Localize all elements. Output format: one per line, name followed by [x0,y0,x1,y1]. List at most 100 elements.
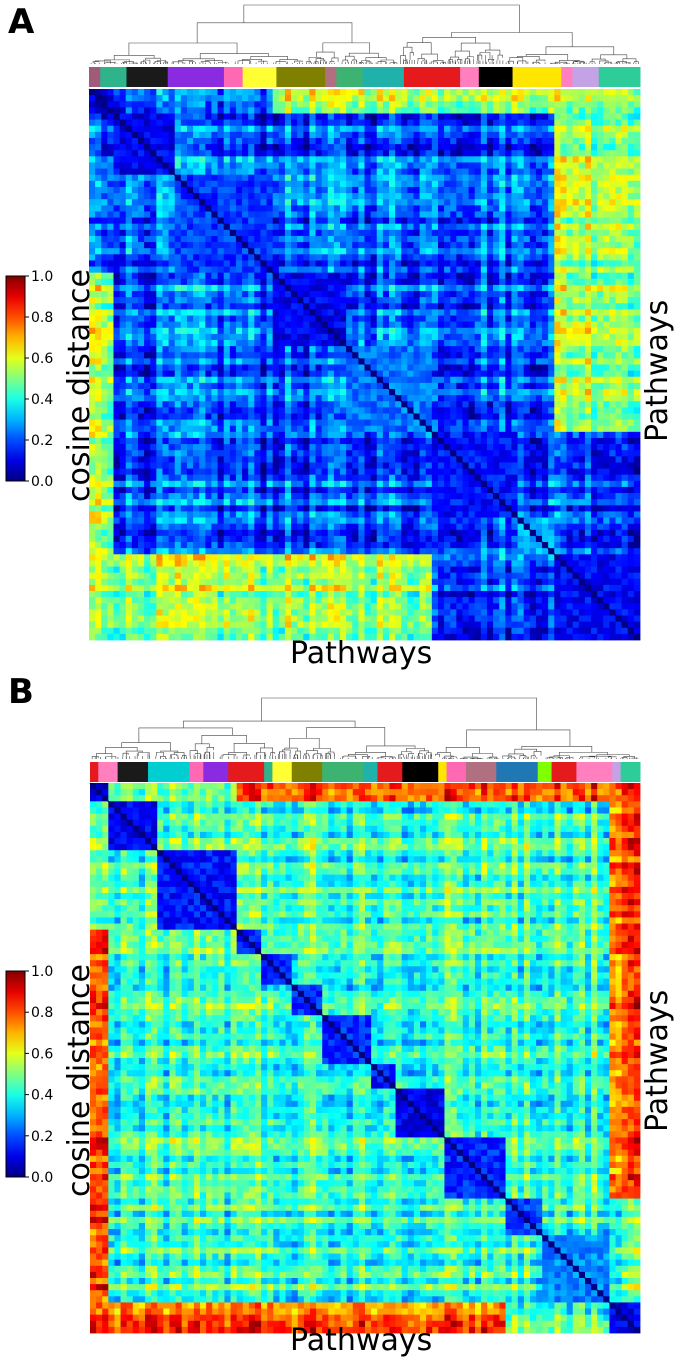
heatmap-cell [327,388,335,396]
heatmap-cell [566,119,574,127]
heatmap-cell [505,284,512,292]
heatmap-cell [113,395,121,402]
heatmap-cell [309,150,316,157]
heatmap-cell [578,150,586,157]
heatmap-cell [205,144,212,151]
heatmap-cell [137,327,145,335]
heatmap-cell [162,119,169,127]
heatmap-cell [119,388,127,396]
heatmap-cell [266,315,274,323]
heatmap-cell [137,388,145,396]
heatmap-cell [535,205,543,212]
heatmap-cell [242,260,249,267]
heatmap-cell [95,260,102,267]
heatmap-cell [180,346,188,353]
heatmap-cell [95,180,102,188]
heatmap-cell [621,315,629,323]
heatmap-cell [89,101,96,108]
heatmap-cell [523,248,531,255]
heatmap-cells [89,89,641,641]
heatmap-cell [462,193,469,200]
heatmap-cell [493,327,500,335]
heatmap-cell [150,260,157,267]
cluster-color-segment [336,67,364,87]
heatmap-cell [505,364,512,372]
heatmap-cell [327,291,335,298]
heatmap-cell [205,156,212,163]
heatmap-cell [248,95,255,102]
heatmap-cell [272,199,280,206]
heatmap-cell [603,272,610,280]
heatmap-cell [633,278,641,286]
heatmap-cell [180,217,188,225]
heatmap-cell [278,144,286,151]
heatmap-cell [554,272,561,280]
heatmap-cell [431,174,439,182]
heatmap-cell [633,168,641,176]
heatmap-cell [566,162,574,169]
heatmap-cell [633,266,641,274]
heatmap-cell [505,254,512,261]
heatmap-cell [462,315,469,323]
heatmap-cell [627,95,635,102]
heatmap-cell [364,376,372,384]
heatmap-cell [615,395,623,402]
heatmap-cell [327,180,335,188]
heatmap-cell [291,278,298,286]
heatmap-cell [107,388,114,396]
heatmap-cell [401,217,408,225]
dendrogram-link [217,62,228,64]
heatmap-cell [566,297,574,304]
heatmap-cell [505,107,512,114]
heatmap-cell [168,315,176,323]
heatmap-cell [444,321,451,329]
heatmap-cell [180,101,188,108]
heatmap-cell [150,180,157,188]
heatmap-cell [603,186,610,194]
heatmap-cell [499,223,506,231]
heatmap-cell [193,144,200,151]
heatmap-cell [223,364,231,372]
heatmap-cell [395,303,402,310]
heatmap-cell [621,395,629,402]
heatmap-cell [450,205,457,212]
heatmap-cell [291,193,298,200]
heatmap-cell [523,291,531,298]
heatmap-cell [486,395,494,402]
heatmap-cell [603,89,610,96]
heatmap-cell [437,242,445,249]
heatmap-cell [584,235,592,243]
heatmap-cell [131,364,139,372]
heatmap-cell [291,272,298,280]
heatmap-cell [107,205,114,212]
heatmap-cell [517,303,525,310]
heatmap-cell [407,150,414,157]
heatmap-cell [542,193,549,200]
heatmap-cell [627,229,635,237]
heatmap-cell [431,242,439,249]
heatmap-cell [303,205,310,212]
heatmap-cell [493,315,500,323]
heatmap-cell [603,346,610,353]
heatmap-cell [272,156,280,163]
heatmap-cell [609,119,616,127]
heatmap-cell [437,131,445,139]
heatmap-cell [431,235,439,243]
dendrogram-link [345,55,355,61]
heatmap-cell [346,229,353,237]
heatmap-cell [119,291,127,298]
heatmap-cell [370,101,378,108]
heatmap-cell [462,156,469,163]
heatmap-cell [444,180,451,188]
heatmap-cell [388,278,396,286]
heatmap-cell [621,235,629,243]
heatmap-cell [627,303,635,310]
heatmap-cell [89,254,96,261]
heatmap-cell [119,401,127,408]
heatmap-cell [119,260,127,267]
heatmap-cell [125,291,133,298]
heatmap-cell [542,131,549,139]
heatmap-cell [193,358,200,365]
heatmap-cell [235,340,243,347]
heatmap-cell [609,303,616,310]
